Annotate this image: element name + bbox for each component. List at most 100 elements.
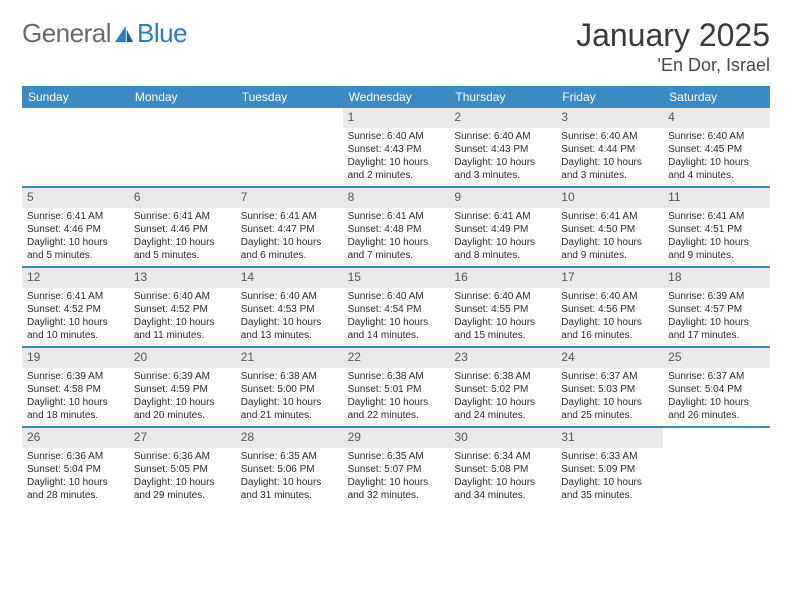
sunset-line: Sunset: 4:47 PM xyxy=(241,223,338,236)
day-cell: 1Sunrise: 6:40 AMSunset: 4:43 PMDaylight… xyxy=(343,108,450,186)
day-number: 10 xyxy=(556,188,663,208)
sunset-line: Sunset: 4:51 PM xyxy=(668,223,765,236)
sunset-line: Sunset: 4:53 PM xyxy=(241,303,338,316)
sunset-line: Sunset: 4:54 PM xyxy=(348,303,445,316)
sunrise-line: Sunrise: 6:38 AM xyxy=(241,370,338,383)
day-number: 9 xyxy=(449,188,556,208)
sunrise-line: Sunrise: 6:36 AM xyxy=(134,450,231,463)
day-cell: 11Sunrise: 6:41 AMSunset: 4:51 PMDayligh… xyxy=(663,188,770,266)
day-cell: 8Sunrise: 6:41 AMSunset: 4:48 PMDaylight… xyxy=(343,188,450,266)
sunrise-line: Sunrise: 6:41 AM xyxy=(241,210,338,223)
sunrise-line: Sunrise: 6:41 AM xyxy=(668,210,765,223)
sunrise-line: Sunrise: 6:41 AM xyxy=(561,210,658,223)
day-details: Sunrise: 6:41 AMSunset: 4:51 PMDaylight:… xyxy=(663,208,770,266)
day-details: Sunrise: 6:40 AMSunset: 4:43 PMDaylight:… xyxy=(343,128,450,186)
day-cell: 18Sunrise: 6:39 AMSunset: 4:57 PMDayligh… xyxy=(663,268,770,346)
sunset-line: Sunset: 4:46 PM xyxy=(134,223,231,236)
day-details: Sunrise: 6:39 AMSunset: 4:58 PMDaylight:… xyxy=(22,368,129,426)
day-number: 6 xyxy=(129,188,236,208)
daylight-line: Daylight: 10 hours and 28 minutes. xyxy=(27,476,124,502)
day-details: Sunrise: 6:37 AMSunset: 5:03 PMDaylight:… xyxy=(556,368,663,426)
daylight-line: Daylight: 10 hours and 20 minutes. xyxy=(134,396,231,422)
sunrise-line: Sunrise: 6:40 AM xyxy=(134,290,231,303)
sunset-line: Sunset: 4:59 PM xyxy=(134,383,231,396)
day-cell: 20Sunrise: 6:39 AMSunset: 4:59 PMDayligh… xyxy=(129,348,236,426)
day-number: 25 xyxy=(663,348,770,368)
brand-word2: Blue xyxy=(137,18,187,49)
daylight-line: Daylight: 10 hours and 22 minutes. xyxy=(348,396,445,422)
day-details: Sunrise: 6:41 AMSunset: 4:46 PMDaylight:… xyxy=(22,208,129,266)
calendar: Sunday Monday Tuesday Wednesday Thursday… xyxy=(22,86,770,506)
day-number: 24 xyxy=(556,348,663,368)
daylight-line: Daylight: 10 hours and 26 minutes. xyxy=(668,396,765,422)
daylight-line: Daylight: 10 hours and 14 minutes. xyxy=(348,316,445,342)
sunset-line: Sunset: 4:45 PM xyxy=(668,143,765,156)
day-details: Sunrise: 6:41 AMSunset: 4:52 PMDaylight:… xyxy=(22,288,129,346)
day-cell: 26Sunrise: 6:36 AMSunset: 5:04 PMDayligh… xyxy=(22,428,129,506)
sunrise-line: Sunrise: 6:34 AM xyxy=(454,450,551,463)
day-cell: 22Sunrise: 6:38 AMSunset: 5:01 PMDayligh… xyxy=(343,348,450,426)
sunset-line: Sunset: 4:43 PM xyxy=(348,143,445,156)
sunset-line: Sunset: 5:01 PM xyxy=(348,383,445,396)
dayname-thursday: Thursday xyxy=(449,86,556,108)
sunset-line: Sunset: 5:04 PM xyxy=(668,383,765,396)
week-row: 5Sunrise: 6:41 AMSunset: 4:46 PMDaylight… xyxy=(22,186,770,266)
day-details: Sunrise: 6:34 AMSunset: 5:08 PMDaylight:… xyxy=(449,448,556,506)
sunrise-line: Sunrise: 6:40 AM xyxy=(348,290,445,303)
sunset-line: Sunset: 4:52 PM xyxy=(134,303,231,316)
day-number: 3 xyxy=(556,108,663,128)
day-number: 2 xyxy=(449,108,556,128)
day-cell xyxy=(129,108,236,186)
brand-logo: General Blue xyxy=(22,18,187,49)
sunset-line: Sunset: 4:49 PM xyxy=(454,223,551,236)
day-cell: 9Sunrise: 6:41 AMSunset: 4:49 PMDaylight… xyxy=(449,188,556,266)
sunset-line: Sunset: 4:58 PM xyxy=(27,383,124,396)
sunrise-line: Sunrise: 6:41 AM xyxy=(27,210,124,223)
day-cell: 15Sunrise: 6:40 AMSunset: 4:54 PMDayligh… xyxy=(343,268,450,346)
sunset-line: Sunset: 5:07 PM xyxy=(348,463,445,476)
day-cell: 10Sunrise: 6:41 AMSunset: 4:50 PMDayligh… xyxy=(556,188,663,266)
sail-icon xyxy=(113,24,135,44)
day-cell: 28Sunrise: 6:35 AMSunset: 5:06 PMDayligh… xyxy=(236,428,343,506)
day-details: Sunrise: 6:40 AMSunset: 4:55 PMDaylight:… xyxy=(449,288,556,346)
day-details: Sunrise: 6:36 AMSunset: 5:04 PMDaylight:… xyxy=(22,448,129,506)
day-number: 13 xyxy=(129,268,236,288)
day-details: Sunrise: 6:35 AMSunset: 5:06 PMDaylight:… xyxy=(236,448,343,506)
sunrise-line: Sunrise: 6:37 AM xyxy=(561,370,658,383)
sunset-line: Sunset: 5:05 PM xyxy=(134,463,231,476)
day-cell: 31Sunrise: 6:33 AMSunset: 5:09 PMDayligh… xyxy=(556,428,663,506)
daylight-line: Daylight: 10 hours and 7 minutes. xyxy=(348,236,445,262)
week-row: 19Sunrise: 6:39 AMSunset: 4:58 PMDayligh… xyxy=(22,346,770,426)
day-cell: 3Sunrise: 6:40 AMSunset: 4:44 PMDaylight… xyxy=(556,108,663,186)
day-details: Sunrise: 6:40 AMSunset: 4:54 PMDaylight:… xyxy=(343,288,450,346)
day-number: 14 xyxy=(236,268,343,288)
sunset-line: Sunset: 4:52 PM xyxy=(27,303,124,316)
sunrise-line: Sunrise: 6:40 AM xyxy=(454,130,551,143)
sunset-line: Sunset: 4:50 PM xyxy=(561,223,658,236)
day-number: 27 xyxy=(129,428,236,448)
day-details: Sunrise: 6:37 AMSunset: 5:04 PMDaylight:… xyxy=(663,368,770,426)
sunrise-line: Sunrise: 6:35 AM xyxy=(348,450,445,463)
sunrise-line: Sunrise: 6:41 AM xyxy=(454,210,551,223)
day-details: Sunrise: 6:36 AMSunset: 5:05 PMDaylight:… xyxy=(129,448,236,506)
day-details: Sunrise: 6:41 AMSunset: 4:46 PMDaylight:… xyxy=(129,208,236,266)
day-cell xyxy=(236,108,343,186)
daylight-line: Daylight: 10 hours and 3 minutes. xyxy=(561,156,658,182)
day-number: 26 xyxy=(22,428,129,448)
daylight-line: Daylight: 10 hours and 5 minutes. xyxy=(27,236,124,262)
day-number: 17 xyxy=(556,268,663,288)
week-row: 26Sunrise: 6:36 AMSunset: 5:04 PMDayligh… xyxy=(22,426,770,506)
sunrise-line: Sunrise: 6:40 AM xyxy=(561,290,658,303)
daylight-line: Daylight: 10 hours and 6 minutes. xyxy=(241,236,338,262)
daylight-line: Daylight: 10 hours and 25 minutes. xyxy=(561,396,658,422)
day-cell: 12Sunrise: 6:41 AMSunset: 4:52 PMDayligh… xyxy=(22,268,129,346)
day-number: 4 xyxy=(663,108,770,128)
dayname-saturday: Saturday xyxy=(663,86,770,108)
day-details: Sunrise: 6:33 AMSunset: 5:09 PMDaylight:… xyxy=(556,448,663,506)
sunset-line: Sunset: 5:06 PM xyxy=(241,463,338,476)
sunset-line: Sunset: 5:02 PM xyxy=(454,383,551,396)
daylight-line: Daylight: 10 hours and 2 minutes. xyxy=(348,156,445,182)
sunrise-line: Sunrise: 6:40 AM xyxy=(561,130,658,143)
daylight-line: Daylight: 10 hours and 31 minutes. xyxy=(241,476,338,502)
day-cell xyxy=(22,108,129,186)
